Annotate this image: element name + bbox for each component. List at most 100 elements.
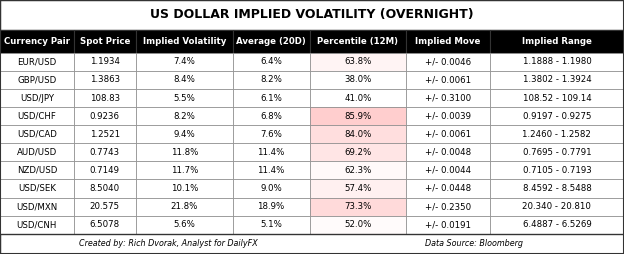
Text: 1.3802 - 1.3924: 1.3802 - 1.3924 [522,75,592,85]
Text: 8.4%: 8.4% [173,75,195,85]
Text: +/- 0.0191: +/- 0.0191 [425,220,471,229]
Text: 10.1%: 10.1% [171,184,198,193]
Text: +/- 0.3100: +/- 0.3100 [425,93,471,103]
Bar [0,107,74,125]
Text: 0.7105 - 0.7193: 0.7105 - 0.7193 [522,166,592,175]
Bar [233,30,310,53]
Text: 69.2%: 69.2% [344,148,371,157]
Text: 1.1934: 1.1934 [90,57,120,66]
Text: Average (20D): Average (20D) [236,37,306,46]
Text: USD/SEK: USD/SEK [18,184,56,193]
Text: 6.4887 - 6.5269: 6.4887 - 6.5269 [522,220,592,229]
Bar [74,30,136,53]
Text: +/- 0.0046: +/- 0.0046 [425,57,471,66]
Text: 5.5%: 5.5% [173,93,195,103]
Text: Implied Volatility: Implied Volatility [143,37,226,46]
Bar [0,161,74,179]
Bar [136,107,233,125]
Text: 57.4%: 57.4% [344,184,371,193]
Bar [74,143,136,161]
Bar [406,198,490,216]
Text: 0.7149: 0.7149 [90,166,120,175]
Bar [310,89,406,107]
Bar [136,53,233,71]
Bar [233,71,310,89]
Bar [74,161,136,179]
Bar [74,216,136,234]
Bar [233,161,310,179]
Text: 9.0%: 9.0% [260,184,282,193]
Bar [233,179,310,198]
Bar [310,107,406,125]
Bar [136,89,233,107]
Bar [233,125,310,143]
Bar [490,198,624,216]
Bar [406,216,490,234]
Bar [233,216,310,234]
Bar [0,125,74,143]
Bar [406,107,490,125]
Bar [490,216,624,234]
Bar [0,89,74,107]
Bar [310,30,406,53]
Text: 20.575: 20.575 [90,202,120,211]
Text: 6.1%: 6.1% [260,93,282,103]
Bar [406,125,490,143]
Bar [490,179,624,198]
Text: Implied Range: Implied Range [522,37,592,46]
Text: +/- 0.2350: +/- 0.2350 [425,202,471,211]
Bar [490,143,624,161]
Text: 62.3%: 62.3% [344,166,371,175]
Bar [0,53,74,71]
Bar [490,71,624,89]
Bar [490,89,624,107]
Bar [406,30,490,53]
Bar [0,143,74,161]
Text: +/- 0.0048: +/- 0.0048 [425,148,471,157]
Bar [406,143,490,161]
Bar [0,179,74,198]
Bar [136,216,233,234]
Bar [406,179,490,198]
Text: 0.9236: 0.9236 [90,112,120,121]
Bar [310,198,406,216]
Bar [136,179,233,198]
Bar [310,179,406,198]
Bar [406,161,490,179]
Text: 6.5078: 6.5078 [90,220,120,229]
Text: 0.7743: 0.7743 [90,148,120,157]
Text: GBP/USD: GBP/USD [17,75,56,85]
Text: 11.8%: 11.8% [171,148,198,157]
Bar [0,216,74,234]
Text: 63.8%: 63.8% [344,57,371,66]
Text: Spot Price: Spot Price [80,37,130,46]
Bar [136,30,233,53]
Text: Currency Pair: Currency Pair [4,37,70,46]
Text: +/- 0.0039: +/- 0.0039 [425,112,471,121]
Bar [406,71,490,89]
Text: Created by: Rich Dvorak, Analyst for DailyFX: Created by: Rich Dvorak, Analyst for Dai… [79,239,258,248]
Bar [0,71,74,89]
Text: 1.3863: 1.3863 [90,75,120,85]
Bar [310,71,406,89]
Text: 85.9%: 85.9% [344,112,371,121]
Bar [0,0,624,30]
Text: USD/MXN: USD/MXN [16,202,57,211]
Text: 20.340 - 20.810: 20.340 - 20.810 [522,202,592,211]
Text: 21.8%: 21.8% [171,202,198,211]
Bar [0,234,624,254]
Text: 1.2521: 1.2521 [90,130,120,139]
Text: 73.3%: 73.3% [344,202,371,211]
Bar [74,53,136,71]
Bar [233,198,310,216]
Bar [0,30,74,53]
Text: +/- 0.0044: +/- 0.0044 [425,166,471,175]
Text: USD/CNH: USD/CNH [17,220,57,229]
Bar [490,53,624,71]
Text: NZD/USD: NZD/USD [17,166,57,175]
Text: EUR/USD: EUR/USD [17,57,56,66]
Bar [490,161,624,179]
Bar [310,125,406,143]
Text: 108.83: 108.83 [90,93,120,103]
Text: 7.4%: 7.4% [173,57,195,66]
